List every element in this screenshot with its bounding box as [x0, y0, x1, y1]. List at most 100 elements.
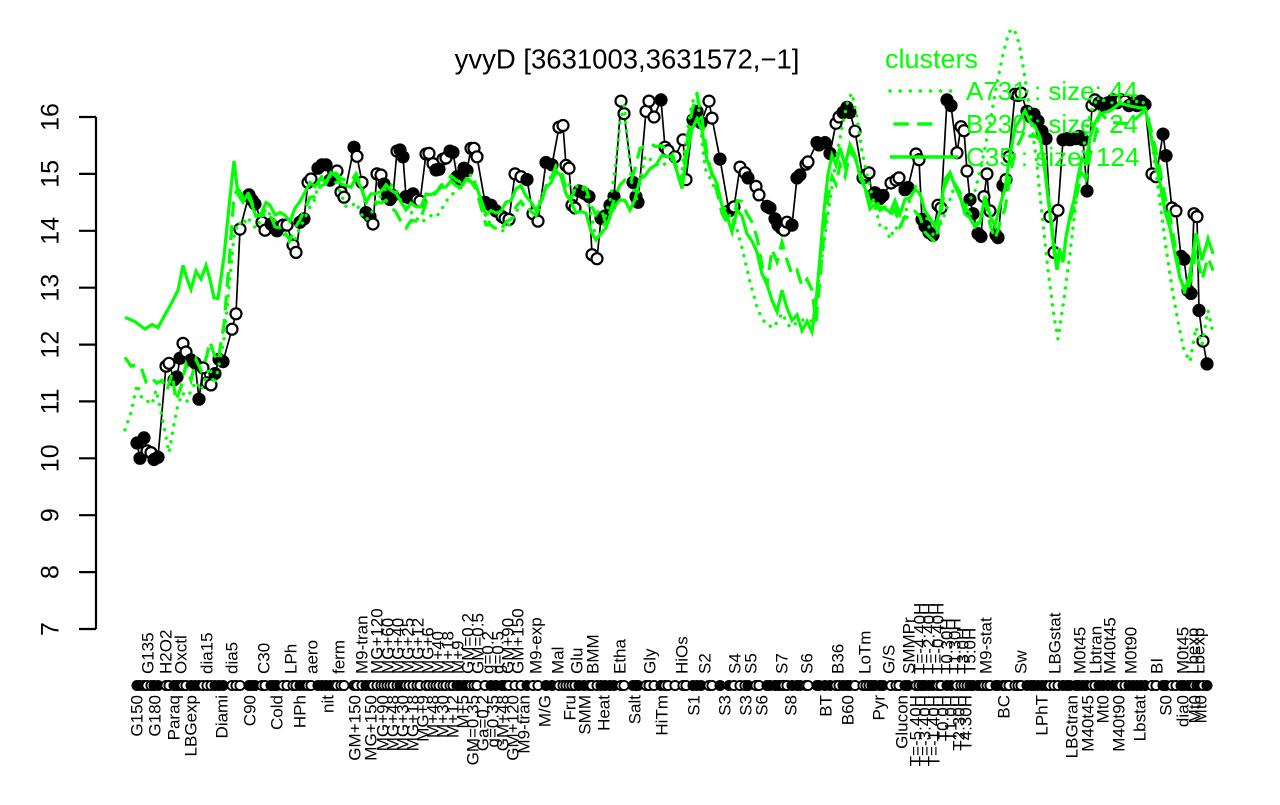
- svg-text:M9-tran: M9-tran: [515, 695, 534, 754]
- svg-text:GM=0.35: GM=0.35: [464, 695, 483, 765]
- svg-text:LoTm: LoTm: [856, 631, 875, 674]
- svg-text:T5.0H: T5.0H: [961, 628, 980, 674]
- svg-text:Mt0: Mt0: [1192, 695, 1211, 723]
- svg-text:Lbexp: Lbexp: [1184, 628, 1203, 674]
- svg-text:M/G: M/G: [536, 695, 555, 727]
- svg-text:MG+12: MG+12: [409, 618, 428, 674]
- svg-text:10: 10: [37, 444, 65, 472]
- svg-text:Gly: Gly: [641, 648, 660, 674]
- svg-text:S8: S8: [782, 695, 801, 716]
- svg-text:M40t45: M40t45: [1079, 695, 1098, 752]
- svg-text:T=-1.40H: T=-1.40H: [925, 695, 944, 766]
- svg-text:MG+9: MG+9: [414, 695, 433, 742]
- svg-text:Pyr: Pyr: [870, 695, 889, 721]
- svg-text:yvyD [3631003,3631572,−1]: yvyD [3631003,3631572,−1]: [455, 44, 800, 75]
- svg-text:16: 16: [37, 103, 65, 131]
- svg-text:T1.0H: T1.0H: [942, 695, 961, 741]
- svg-text:MG+30: MG+30: [394, 695, 413, 751]
- svg-text:G150: G150: [128, 695, 147, 737]
- svg-text:GM=0.2: GM=0.2: [459, 613, 478, 674]
- svg-text:B230 : size: 24: B230 : size: 24: [966, 109, 1138, 139]
- svg-text:LBGtran: LBGtran: [1063, 695, 1082, 758]
- svg-text:M+5: M+5: [454, 695, 473, 729]
- svg-text:13: 13: [37, 274, 65, 302]
- svg-text:T0.30H: T0.30H: [938, 618, 957, 674]
- svg-text:T=-4.40H: T=-4.40H: [911, 603, 930, 674]
- svg-text:GM=0.5: GM=0.5: [469, 613, 488, 674]
- svg-text:M+9: M+9: [449, 640, 468, 674]
- svg-text:M9-exp: M9-exp: [527, 617, 546, 674]
- svg-text:12: 12: [37, 331, 65, 359]
- svg-text:BT: BT: [817, 695, 836, 717]
- svg-text:GM+150: GM+150: [346, 695, 365, 761]
- svg-text:T=-5.40H: T=-5.40H: [907, 695, 926, 766]
- svg-text:S3: S3: [737, 695, 756, 716]
- svg-text:MG+18: MG+18: [404, 695, 423, 751]
- svg-text:nit: nit: [319, 695, 338, 713]
- svg-text:dia5: dia5: [223, 642, 242, 674]
- svg-text:H2O2: H2O2: [157, 630, 176, 674]
- svg-text:C90: C90: [241, 695, 260, 726]
- svg-text:dia15: dia15: [198, 632, 217, 674]
- svg-text:M+12: M+12: [444, 695, 463, 738]
- svg-text:aero: aero: [303, 640, 322, 674]
- svg-text:Mal: Mal: [549, 647, 568, 674]
- svg-text:M9-tran: M9-tran: [353, 615, 372, 674]
- svg-text:SMMPr: SMMPr: [900, 617, 919, 674]
- svg-text:M+18: M+18: [439, 631, 458, 674]
- svg-text:B60: B60: [839, 695, 858, 725]
- svg-text:dia0: dia0: [1174, 695, 1193, 727]
- svg-text:C30: C30: [255, 643, 274, 674]
- svg-text:Oxctl: Oxctl: [172, 635, 191, 674]
- svg-text:C35 : size: 124: C35 : size: 124: [966, 142, 1139, 172]
- svg-text:Lbstat: Lbstat: [1131, 695, 1150, 742]
- svg-text:T4.30H: T4.30H: [957, 695, 976, 751]
- svg-text:LPh: LPh: [282, 644, 301, 674]
- svg-text:S0: S0: [1157, 695, 1176, 716]
- svg-text:SMM: SMM: [576, 695, 595, 735]
- svg-text:T2.30H: T2.30H: [950, 695, 969, 751]
- svg-text:T3.0H: T3.0H: [954, 628, 973, 674]
- svg-text:A731 : size: 44: A731 : size: 44: [966, 76, 1138, 106]
- svg-text:Paraq: Paraq: [165, 695, 184, 740]
- svg-text:S1: S1: [685, 695, 704, 716]
- svg-text:S4: S4: [726, 653, 745, 674]
- svg-text:MG+6: MG+6: [419, 627, 438, 674]
- svg-text:GM+90: GM+90: [499, 618, 518, 674]
- svg-text:Cold: Cold: [268, 695, 287, 730]
- svg-text:Mt0: Mt0: [1094, 695, 1113, 723]
- svg-text:GM+150: GM+150: [509, 608, 528, 674]
- svg-text:M+48: M+48: [424, 695, 443, 738]
- svg-text:MG+120: MG+120: [368, 608, 387, 674]
- svg-text:GM+120: GM+120: [504, 695, 523, 761]
- svg-text:T=-3.40H: T=-3.40H: [916, 695, 935, 766]
- svg-text:g=0.35: g=0.35: [484, 695, 503, 747]
- svg-text:S7: S7: [773, 653, 792, 674]
- svg-text:S6: S6: [753, 695, 772, 716]
- svg-text:14: 14: [37, 217, 65, 245]
- svg-text:GM+48: GM+48: [494, 695, 513, 751]
- svg-text:BI: BI: [1148, 658, 1167, 674]
- svg-text:HiTm: HiTm: [653, 695, 672, 736]
- svg-text:T0.0H: T0.0H: [934, 695, 953, 741]
- svg-text:T=-0.40H: T=-0.40H: [929, 603, 948, 674]
- svg-text:LBGexp: LBGexp: [182, 695, 201, 756]
- svg-text:T=-2.40H: T=-2.40H: [920, 603, 939, 674]
- svg-text:LPhT: LPhT: [1033, 695, 1052, 736]
- svg-text:T1.30H: T1.30H: [946, 618, 965, 674]
- svg-text:MG+40: MG+40: [389, 618, 408, 674]
- svg-text:Mt0: Mt0: [1186, 695, 1205, 723]
- svg-text:MG+48: MG+48: [384, 695, 403, 751]
- svg-text:7: 7: [37, 622, 65, 636]
- svg-text:Diami: Diami: [213, 695, 232, 738]
- svg-text:clusters: clusters: [885, 44, 978, 74]
- svg-text:BC: BC: [995, 695, 1014, 719]
- svg-text:S2: S2: [696, 653, 715, 674]
- svg-text:Glu: Glu: [568, 648, 587, 674]
- svg-text:Etha: Etha: [611, 638, 630, 674]
- svg-text:M0t45: M0t45: [1174, 627, 1193, 674]
- svg-text:M40t45: M40t45: [1101, 617, 1120, 674]
- svg-text:BMM: BMM: [584, 634, 603, 674]
- svg-text:G135: G135: [139, 632, 158, 674]
- svg-text:ferm: ferm: [330, 640, 349, 674]
